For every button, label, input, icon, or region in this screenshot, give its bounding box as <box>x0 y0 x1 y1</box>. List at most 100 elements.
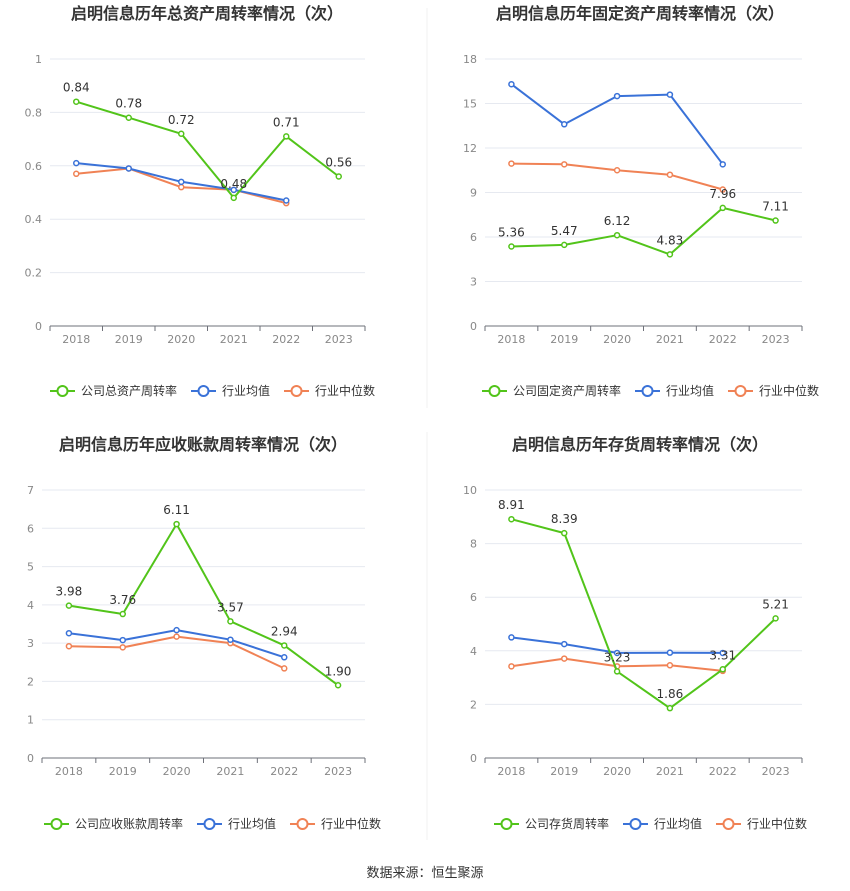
chart-panel-4: 启明信息历年存货周转率情况（次） 0 2 4 6 8 10 2018 2019 2020 2021 2… <box>463 435 807 831</box>
x-tick-label: 2018 <box>62 333 90 346</box>
data-label: 8.91 <box>498 498 525 512</box>
data-label: 0.71 <box>273 115 300 129</box>
legend-item-avg: 行业均值 <box>635 383 714 398</box>
y-tick-label: 0 <box>470 752 477 765</box>
x-tick-label: 2019 <box>115 333 143 346</box>
legend-label: 公司固定资产周转率 <box>513 383 621 398</box>
data-point-company <box>125 114 132 121</box>
data-point-company <box>561 241 568 249</box>
series-line-company <box>76 100 340 199</box>
x-tick-label: 2023 <box>762 333 790 346</box>
legend-item-company: 公司总资产周转率 <box>50 383 177 398</box>
x-tick-label: 2021 <box>656 333 684 346</box>
data-label: 7.11 <box>762 200 789 214</box>
y-tick-label: 18 <box>463 53 477 66</box>
legend-marker <box>722 818 735 830</box>
x-tick-label: 2022 <box>272 333 300 346</box>
legend-label: 公司总资产周转率 <box>81 383 177 398</box>
x-tick-label: 2021 <box>656 765 684 778</box>
data-point-avg <box>178 178 185 186</box>
legend-marker <box>296 818 309 830</box>
chart-title: 启明信息历年存货周转率情况（次） <box>512 435 768 454</box>
data-point-avg <box>561 121 568 128</box>
data-label: 0.84 <box>63 81 90 95</box>
x-tick-label: 2023 <box>325 333 353 346</box>
legend-item-company: 公司固定资产周转率 <box>482 383 621 398</box>
data-point-median <box>561 655 568 662</box>
data-point-company <box>335 173 342 180</box>
data-label: 0.56 <box>325 155 352 169</box>
data-point-company <box>281 642 288 649</box>
legend-item-median: 行业中位数 <box>290 816 381 831</box>
y-tick-label: 5 <box>27 561 34 574</box>
y-tick-label: 0 <box>470 320 477 333</box>
data-point-company <box>719 204 726 212</box>
data-point-company <box>561 529 568 537</box>
chart-title: 启明信息历年应收账款周转率情况（次） <box>59 435 347 454</box>
data-label: 5.36 <box>498 225 525 239</box>
data-point-avg <box>719 161 726 168</box>
x-tick-label: 2018 <box>497 765 525 778</box>
data-point-avg <box>227 636 234 643</box>
data-label: 3.57 <box>217 600 244 614</box>
y-tick-label: 0.6 <box>25 160 43 173</box>
data-point-company <box>666 251 674 258</box>
y-tick-label: 15 <box>463 98 477 111</box>
chart-title: 启明信息历年总资产周转率情况（次） <box>71 4 343 23</box>
legend-label: 行业中位数 <box>321 816 381 831</box>
legend-label: 行业均值 <box>654 816 702 831</box>
legend-item-avg: 行业均值 <box>623 816 702 831</box>
data-point-avg <box>173 626 180 634</box>
data-label: 2.94 <box>271 624 298 638</box>
data-label: 3.76 <box>109 593 136 607</box>
data-point-company <box>613 668 621 675</box>
data-point-avg <box>119 636 126 644</box>
data-point-company <box>73 98 80 105</box>
data-point-company <box>772 217 779 224</box>
data-point-median <box>73 170 80 178</box>
x-tick-label: 2018 <box>55 765 83 778</box>
x-tick-label: 2023 <box>762 765 790 778</box>
legend-marker <box>500 818 513 830</box>
legend-label: 行业均值 <box>222 383 270 398</box>
data-point-median <box>561 161 568 168</box>
source-note: 数据来源：恒生聚源 <box>366 866 484 881</box>
legend-item-company: 公司应收账款周转率 <box>44 816 183 831</box>
x-tick-label: 2022 <box>709 333 737 346</box>
y-tick-label: 6 <box>27 522 34 535</box>
data-label: 6.12 <box>604 214 631 228</box>
data-point-company <box>178 130 185 138</box>
data-point-company <box>334 682 342 689</box>
legend-item-avg: 行业均值 <box>197 816 276 831</box>
data-point-company <box>230 194 237 202</box>
x-tick-label: 2021 <box>220 333 248 346</box>
data-label: 3.98 <box>56 585 83 599</box>
data-point-median <box>119 644 126 651</box>
y-tick-label: 0.8 <box>25 106 43 119</box>
legend-item-avg: 行业均值 <box>191 383 270 398</box>
data-point-median <box>508 160 515 167</box>
x-tick-label: 2018 <box>497 333 525 346</box>
y-tick-label: 6 <box>470 591 477 604</box>
data-label: 4.83 <box>657 233 684 247</box>
legend-marker <box>734 385 747 397</box>
x-tick-label: 2020 <box>163 765 191 778</box>
data-point-median <box>281 665 288 672</box>
data-point-avg <box>666 649 674 656</box>
y-tick-label: 7 <box>27 484 34 497</box>
y-tick-label: 10 <box>463 484 477 497</box>
data-label: 3.31 <box>709 648 736 662</box>
data-point-avg <box>125 165 132 172</box>
data-point-median <box>719 186 726 193</box>
series-line-company <box>511 518 777 710</box>
legend-item-median: 行业中位数 <box>284 383 375 398</box>
data-point-avg <box>561 640 568 648</box>
y-tick-label: 4 <box>27 599 34 612</box>
data-point-median <box>65 642 73 650</box>
legend-marker <box>50 818 63 830</box>
data-point-median <box>173 633 180 640</box>
data-label: 5.47 <box>551 224 578 238</box>
chart-panel-2: 启明信息历年固定资产周转率情况（次） 0 3 6 9 12 15 18 2018 2019 2020… <box>463 4 819 398</box>
data-point-median <box>613 167 621 174</box>
